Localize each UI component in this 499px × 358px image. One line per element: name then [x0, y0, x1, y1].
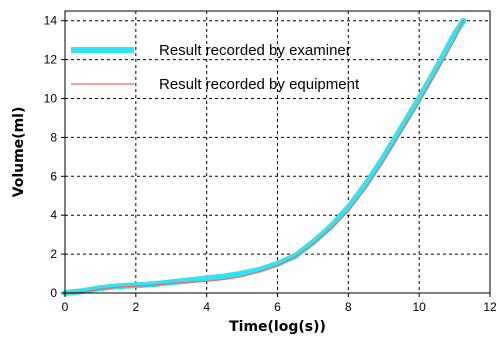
x-tick-label: 6 [274, 300, 281, 314]
y-tick-label: 0 [50, 286, 57, 300]
series-line-2 [64, 20, 465, 294]
y-tick-label: 2 [50, 247, 57, 261]
legend-label: Result recorded by examiner [159, 42, 351, 59]
x-axis-label: Time(log(s)) [229, 319, 326, 335]
y-axis-label: Volume(ml) [11, 107, 27, 198]
series-line-1 [62, 17, 467, 296]
y-tick-label: 8 [50, 130, 57, 144]
y-tick-label: 6 [50, 169, 57, 183]
x-tick-label: 4 [203, 300, 210, 314]
y-tick-label: 12 [44, 53, 58, 67]
y-tick-label: 4 [50, 208, 57, 222]
legend-label: Result recorded by equipment [159, 76, 360, 93]
x-tick-label: 2 [132, 300, 139, 314]
series-group [62, 17, 467, 296]
x-tick-label: 10 [412, 300, 426, 314]
y-tick-label: 14 [44, 14, 58, 28]
x-tick-label: 12 [483, 300, 497, 314]
ticks: 0 2 4 6 8 10 12 0 2 4 6 8 10 12 14 [44, 14, 497, 314]
legend: Result recorded by examiner Result record… [71, 42, 360, 93]
x-tick-label: 0 [62, 300, 69, 314]
x-tick-label: 8 [345, 300, 352, 314]
y-tick-label: 10 [44, 92, 58, 106]
grid [65, 11, 490, 293]
